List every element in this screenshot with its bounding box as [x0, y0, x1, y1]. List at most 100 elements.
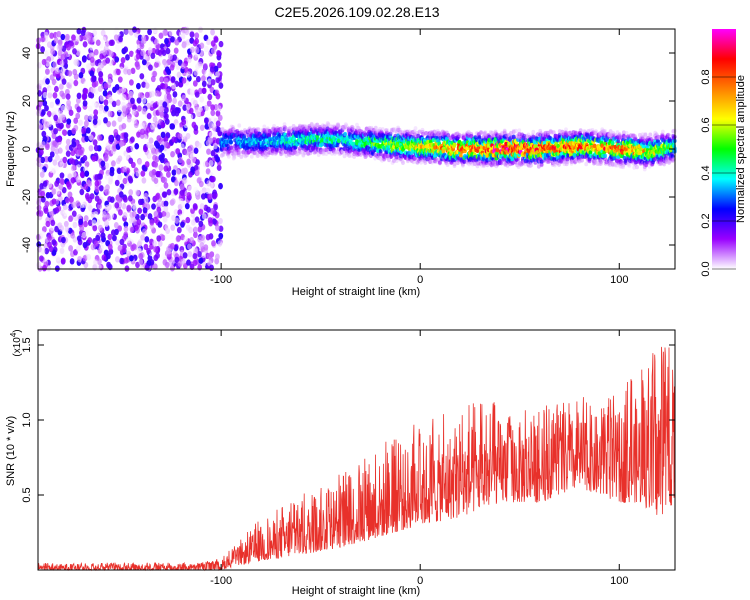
- spectrogram-point: [93, 49, 99, 56]
- spectrogram-point: [218, 82, 224, 89]
- spectrogram-point: [103, 117, 108, 124]
- spectrogram-point: [76, 106, 82, 113]
- spectrogram-point: [113, 128, 119, 136]
- spectrogram-point: [165, 88, 171, 95]
- spectrogram-point: [109, 166, 115, 174]
- spectrogram-point: [158, 105, 163, 113]
- spectrogram-point: [206, 100, 212, 107]
- spectrogram-point: [141, 58, 147, 66]
- spectrogram-point: [81, 56, 87, 63]
- spectrogram-point: [114, 56, 120, 63]
- spectrogram-point: [216, 105, 222, 112]
- spectrogram-point: [67, 70, 73, 77]
- spectrogram-point: [98, 185, 104, 192]
- spectrogram-point: [243, 153, 248, 159]
- spectrogram-point: [126, 116, 132, 123]
- spectrogram-point: [239, 154, 244, 159]
- spectrogram-point: [101, 210, 107, 218]
- spectrogram-point: [203, 117, 209, 124]
- spectrogram-point: [40, 196, 46, 203]
- spectrogram-point: [210, 29, 215, 36]
- spectrogram-point: [140, 213, 145, 221]
- spectrogram-point: [110, 229, 116, 236]
- spectrogram-point: [62, 156, 68, 164]
- spectrogram-point: [181, 94, 187, 102]
- spectrogram-point: [243, 150, 248, 156]
- spectrogram-point: [192, 99, 198, 107]
- spectrogram-point: [107, 78, 112, 85]
- spectrogram-point: [136, 105, 142, 112]
- spectrogram-point: [36, 37, 41, 44]
- spectrogram-point: [75, 176, 81, 183]
- spectrogram-point: [207, 93, 213, 101]
- spectrogram-point: [138, 252, 144, 260]
- spectrogram-point: [68, 215, 73, 223]
- spectrogram-point: [79, 188, 85, 196]
- spectrogram-point: [42, 123, 48, 130]
- spectrogram-point: [76, 92, 82, 100]
- spectrogram-point: [180, 33, 186, 40]
- spectrogram-point: [178, 81, 184, 88]
- spectrogram-point: [215, 253, 220, 260]
- spectrogram-point: [175, 122, 180, 130]
- spectrogram-point: [187, 243, 192, 250]
- spectrogram-point: [203, 45, 209, 53]
- spectrogram-point: [82, 241, 88, 249]
- spectrogram-point: [161, 210, 167, 218]
- spectrogram-point: [71, 141, 77, 148]
- spectrogram-point: [167, 53, 173, 61]
- spectrogram-point: [95, 39, 101, 46]
- spectrogram-point: [187, 250, 193, 258]
- spectrogram-point: [254, 127, 259, 132]
- spectrogram-point: [163, 135, 169, 143]
- spectrogram-point: [57, 117, 63, 124]
- spectrogram-point: [49, 32, 55, 39]
- spectrogram-point: [189, 46, 195, 53]
- spectrogram-point: [40, 35, 46, 43]
- spectrogram-points: [35, 26, 677, 272]
- spectrogram-point: [192, 252, 198, 260]
- spectrogram-point: [49, 166, 55, 174]
- spectrogram-point: [97, 224, 103, 232]
- spectrogram-point: [107, 73, 113, 80]
- spectrogram-point: [38, 79, 44, 87]
- spectrogram-point: [68, 78, 74, 85]
- spectrogram-point: [186, 158, 192, 165]
- spectrogram-point: [65, 144, 71, 151]
- spectrogram-point: [134, 143, 140, 150]
- spectrogram-point: [67, 173, 73, 180]
- spectrogram-point: [65, 93, 71, 100]
- spectrogram-point: [136, 131, 141, 138]
- spectrogram-point: [100, 232, 106, 239]
- spectrogram-point: [113, 34, 119, 41]
- spectrogram-point: [55, 254, 61, 262]
- spectrogram-point: [146, 247, 151, 255]
- spectrogram-point: [211, 121, 217, 128]
- spectrogram-point: [231, 127, 235, 132]
- spectrogram-point: [169, 64, 175, 71]
- spectrogram-point: [97, 198, 102, 205]
- spectrogram-point: [93, 259, 98, 266]
- spectrogram-point: [144, 236, 150, 243]
- spectrogram-point: [36, 199, 42, 206]
- spectrogram-point: [88, 205, 93, 212]
- spectrogram-point: [240, 130, 245, 135]
- spectrogram-point: [204, 70, 210, 78]
- spectrogram-point: [43, 242, 49, 250]
- spectrogram-point: [94, 174, 100, 181]
- spectrogram-point: [60, 257, 66, 264]
- spectrogram-point: [53, 114, 59, 122]
- spectrogram-point: [111, 160, 116, 167]
- spectrogram-point: [173, 179, 179, 187]
- spectrogram-point: [125, 54, 130, 61]
- spectrogram-point: [97, 62, 103, 69]
- spectrogram-point: [84, 161, 90, 168]
- spectrogram-point: [131, 108, 137, 116]
- spectrogram-point: [147, 28, 152, 36]
- spectrogram-point: [121, 122, 127, 130]
- spectrogram-point: [152, 26, 158, 34]
- spectrogram-point: [188, 144, 194, 151]
- spectrogram-point: [163, 200, 169, 207]
- spectrogram-point: [93, 240, 99, 247]
- spectrogram-point: [98, 77, 104, 85]
